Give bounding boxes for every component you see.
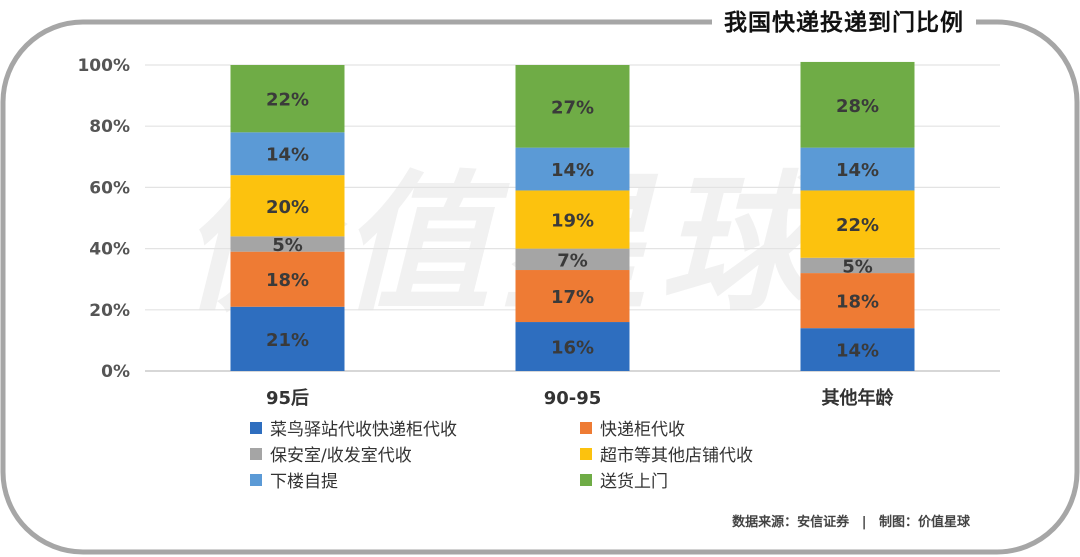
x-tick-label: 其他年龄 bbox=[822, 387, 895, 409]
legend-swatch bbox=[580, 474, 592, 486]
bar-segment bbox=[800, 328, 915, 371]
bar-segment bbox=[515, 270, 630, 323]
legend-swatch bbox=[580, 422, 592, 434]
source-note: 数据来源：安信证券 | 制图：价值星球 bbox=[728, 511, 974, 530]
bar-segment bbox=[800, 147, 915, 191]
legend-label: 快递柜代收 bbox=[600, 420, 685, 440]
data-label: 18% bbox=[836, 292, 879, 313]
legend-item: 送货上门 bbox=[580, 471, 668, 493]
data-label: 14% bbox=[266, 145, 309, 166]
bar-segment bbox=[515, 147, 630, 191]
bar-segment bbox=[800, 273, 915, 329]
bar-segment bbox=[515, 65, 630, 148]
chart-title: 我国快递投递到门比例 bbox=[712, 6, 976, 40]
y-tick-label: 20% bbox=[89, 301, 130, 321]
data-label: 14% bbox=[551, 160, 594, 181]
bar-segment bbox=[515, 248, 630, 271]
data-label: 20% bbox=[266, 197, 309, 218]
bar-segment bbox=[515, 322, 630, 371]
legend-item: 超市等其他店铺代收 bbox=[580, 445, 753, 467]
legend-label: 超市等其他店铺代收 bbox=[600, 446, 753, 466]
data-label: 18% bbox=[266, 270, 309, 291]
data-label: 22% bbox=[266, 90, 309, 111]
y-tick-label: 80% bbox=[89, 117, 130, 137]
legend-label: 菜鸟驿站代收快递柜代收 bbox=[270, 420, 457, 440]
bar-segment bbox=[230, 132, 345, 176]
made-by: 制图：价值星球 bbox=[878, 515, 970, 530]
data-label: 21% bbox=[266, 330, 309, 351]
x-tick-label: 95后 bbox=[266, 388, 309, 409]
legend-swatch bbox=[250, 422, 262, 434]
y-tick-label: 40% bbox=[89, 240, 130, 260]
bar-segment bbox=[800, 257, 915, 274]
legend-label: 下楼自提 bbox=[270, 472, 338, 492]
data-label: 5% bbox=[842, 256, 873, 277]
legend-swatch bbox=[580, 448, 592, 460]
source-separator: | bbox=[861, 515, 867, 530]
legend-item: 保安室/收发室代收 bbox=[250, 445, 412, 467]
legend-swatch bbox=[250, 474, 262, 486]
bar-segment bbox=[800, 190, 915, 258]
bar-segment bbox=[800, 61, 915, 148]
data-source: 数据来源：安信证券 bbox=[732, 515, 850, 530]
legend-label: 送货上门 bbox=[600, 472, 668, 492]
data-label: 14% bbox=[836, 341, 879, 362]
legend-item: 菜鸟驿站代收快递柜代收 bbox=[250, 419, 457, 441]
bar-segment bbox=[230, 236, 345, 252]
legend-label: 保安室/收发室代收 bbox=[270, 446, 412, 466]
bar-segment bbox=[230, 251, 345, 307]
stacked-bar-chart: 0% 20% 40% 60% 80% 100% 21% 18% 5% 20% 14% 22% 95后 16… bbox=[77, 56, 1000, 409]
data-label: 17% bbox=[551, 287, 594, 308]
data-label: 16% bbox=[551, 338, 594, 359]
data-label: 19% bbox=[551, 211, 594, 232]
data-label: 28% bbox=[836, 96, 879, 117]
legend-item: 下楼自提 bbox=[250, 471, 338, 493]
data-label: 14% bbox=[836, 160, 879, 181]
y-tick-label: 100% bbox=[77, 56, 130, 76]
bar-segment bbox=[230, 65, 345, 133]
y-tick-label: 60% bbox=[89, 178, 130, 198]
y-tick-label: 0% bbox=[101, 362, 130, 382]
data-label: 5% bbox=[272, 235, 303, 256]
bar-segment bbox=[230, 175, 345, 237]
legend-swatch bbox=[250, 448, 262, 460]
x-tick-label: 90-95 bbox=[544, 388, 602, 409]
data-label: 7% bbox=[557, 250, 588, 271]
data-label: 27% bbox=[551, 97, 594, 118]
bar-segment bbox=[230, 306, 345, 371]
legend-item: 快递柜代收 bbox=[580, 419, 685, 441]
bar-segment bbox=[515, 190, 630, 249]
data-label: 22% bbox=[836, 215, 879, 236]
